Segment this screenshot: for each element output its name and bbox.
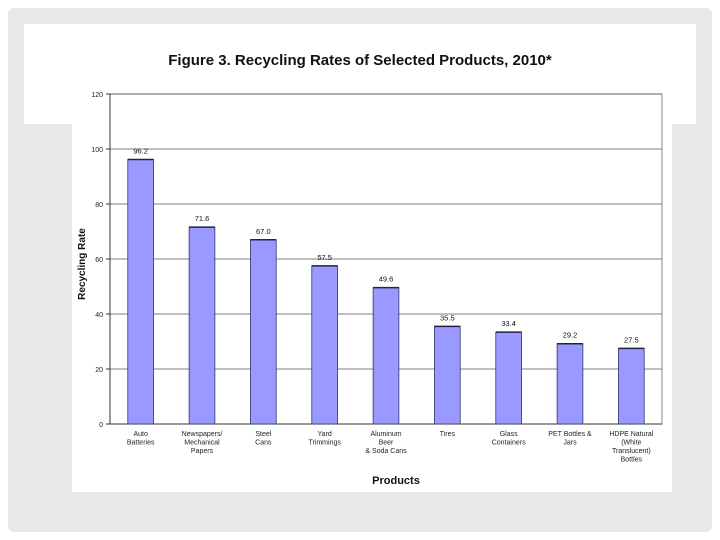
x-tick-label: Beer bbox=[379, 440, 394, 447]
bar bbox=[127, 159, 154, 425]
y-tick-label: 100 bbox=[91, 147, 103, 154]
x-tick-label: (White bbox=[621, 440, 641, 447]
x-tick-label: Auto bbox=[133, 431, 148, 438]
data-label: 27.5 bbox=[624, 335, 639, 344]
x-axis-title: Products bbox=[372, 475, 420, 487]
x-tick-label: Containers bbox=[492, 440, 526, 447]
bar bbox=[188, 226, 216, 425]
x-tick-label: Steel bbox=[255, 431, 271, 438]
data-label: 57.5 bbox=[317, 253, 332, 262]
x-tick-label: Batteries bbox=[127, 440, 155, 447]
x-tick-label: PET Bottles & bbox=[548, 431, 592, 438]
data-label: 29.2 bbox=[563, 331, 578, 340]
y-tick-label: 0 bbox=[99, 422, 103, 429]
y-tick-label: 20 bbox=[95, 367, 103, 374]
x-tick-label: Papers bbox=[191, 448, 214, 455]
x-tick-label: Bottles bbox=[621, 457, 643, 464]
y-axis-title: Recycling Rate bbox=[77, 228, 88, 300]
bar bbox=[434, 325, 461, 425]
x-tick-label: Jars bbox=[563, 440, 577, 447]
data-label: 71.6 bbox=[195, 214, 210, 223]
chart-title: Figure 3. Recycling Rates of Selected Pr… bbox=[168, 52, 552, 69]
y-tick-label: 40 bbox=[95, 312, 103, 319]
x-tick-label: Trimmings bbox=[308, 440, 341, 447]
data-label: 67.0 bbox=[256, 227, 271, 236]
bar bbox=[311, 265, 338, 425]
data-label: 96.2 bbox=[133, 146, 148, 155]
bar bbox=[250, 239, 277, 425]
x-tick-label: & Soda Cans bbox=[365, 448, 407, 455]
bar bbox=[495, 331, 522, 425]
data-label: 49.6 bbox=[379, 275, 394, 284]
y-tick-label: 80 bbox=[95, 202, 103, 209]
x-tick-label: Yard bbox=[318, 431, 332, 438]
x-tick-label: Translucent) bbox=[612, 448, 651, 455]
bar bbox=[556, 343, 584, 425]
x-tick-label: Mechanical bbox=[184, 440, 220, 447]
bar bbox=[372, 287, 400, 425]
y-tick-label: 120 bbox=[91, 92, 103, 99]
x-tick-label: HDPE Natural bbox=[609, 431, 653, 438]
x-tick-label: Aluminum bbox=[370, 431, 401, 438]
y-tick-label: 60 bbox=[95, 257, 103, 264]
x-tick-label: Newspapers/ bbox=[182, 431, 223, 438]
data-label: 35.5 bbox=[440, 313, 455, 322]
data-label: 33.4 bbox=[501, 319, 516, 328]
bar bbox=[618, 347, 645, 425]
x-tick-label: Cans bbox=[255, 440, 272, 447]
x-tick-label: Glass bbox=[500, 431, 518, 438]
x-tick-label: Tires bbox=[440, 431, 456, 438]
